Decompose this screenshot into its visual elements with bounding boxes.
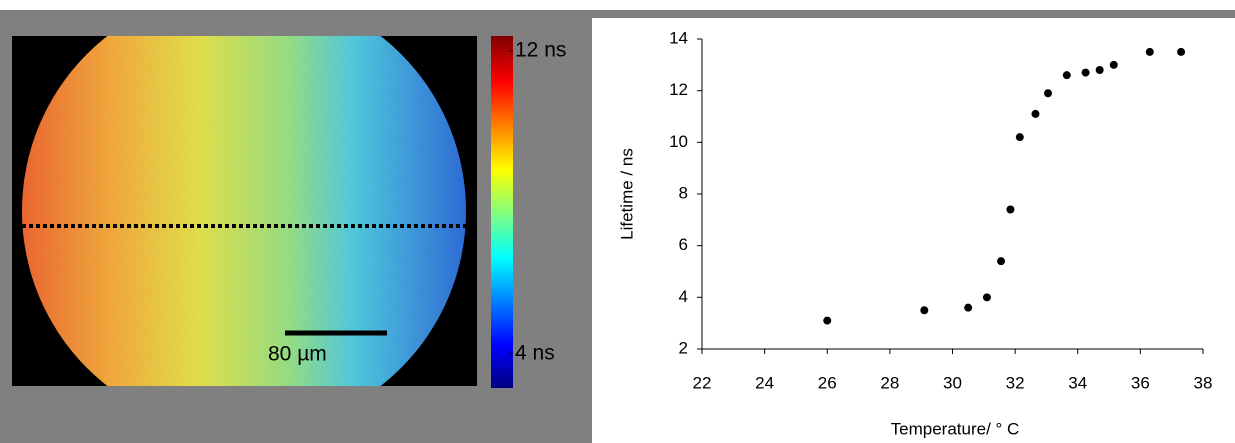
y-tick-label: 4 — [679, 287, 688, 306]
data-point — [1109, 60, 1118, 69]
data-point — [997, 257, 1006, 266]
data-point — [1062, 71, 1071, 80]
x-tick-label: 28 — [880, 373, 899, 392]
y-axis-label: Lifetime / ns — [617, 148, 636, 240]
data-point — [1031, 109, 1040, 118]
x-tick-label: 22 — [693, 373, 712, 392]
y-tick-label: 10 — [669, 132, 688, 151]
y-tick-label: 14 — [669, 28, 688, 47]
colorbar — [491, 36, 513, 388]
data-point — [823, 316, 832, 325]
data-point — [1095, 66, 1104, 74]
image — [22, 36, 466, 386]
data-point — [920, 306, 929, 315]
data-point — [964, 303, 973, 312]
x-tick-label: 24 — [755, 373, 774, 392]
data-point — [1145, 47, 1154, 56]
data-point — [1015, 133, 1024, 142]
x-tick-label: 32 — [1006, 373, 1025, 392]
y-tick-label: 6 — [679, 235, 688, 254]
colorbar-tick-label: 12 ns — [515, 39, 566, 62]
x-tick-label: 26 — [818, 373, 837, 392]
x-tick-label: 38 — [1194, 373, 1213, 392]
y-tick-label: 12 — [669, 80, 688, 99]
noise — [22, 36, 466, 386]
data-point — [1006, 205, 1015, 214]
scale-bar-label: 80 µm — [268, 343, 327, 366]
data-point — [1177, 47, 1186, 56]
data-point — [982, 293, 991, 302]
x-tick-label: 36 — [1131, 373, 1150, 392]
colorbar-tick-label: 4 ns — [515, 341, 555, 364]
y-tick-label: 2 — [679, 338, 688, 357]
top-band — [0, 10, 1235, 18]
data-point — [1081, 68, 1090, 77]
x-tick-label: 34 — [1068, 373, 1087, 392]
data-point — [1044, 89, 1053, 98]
x-tick-label: 30 — [943, 373, 962, 392]
x-axis-label: Temperature/ ° C — [891, 419, 1020, 438]
y-tick-label: 8 — [679, 183, 688, 202]
